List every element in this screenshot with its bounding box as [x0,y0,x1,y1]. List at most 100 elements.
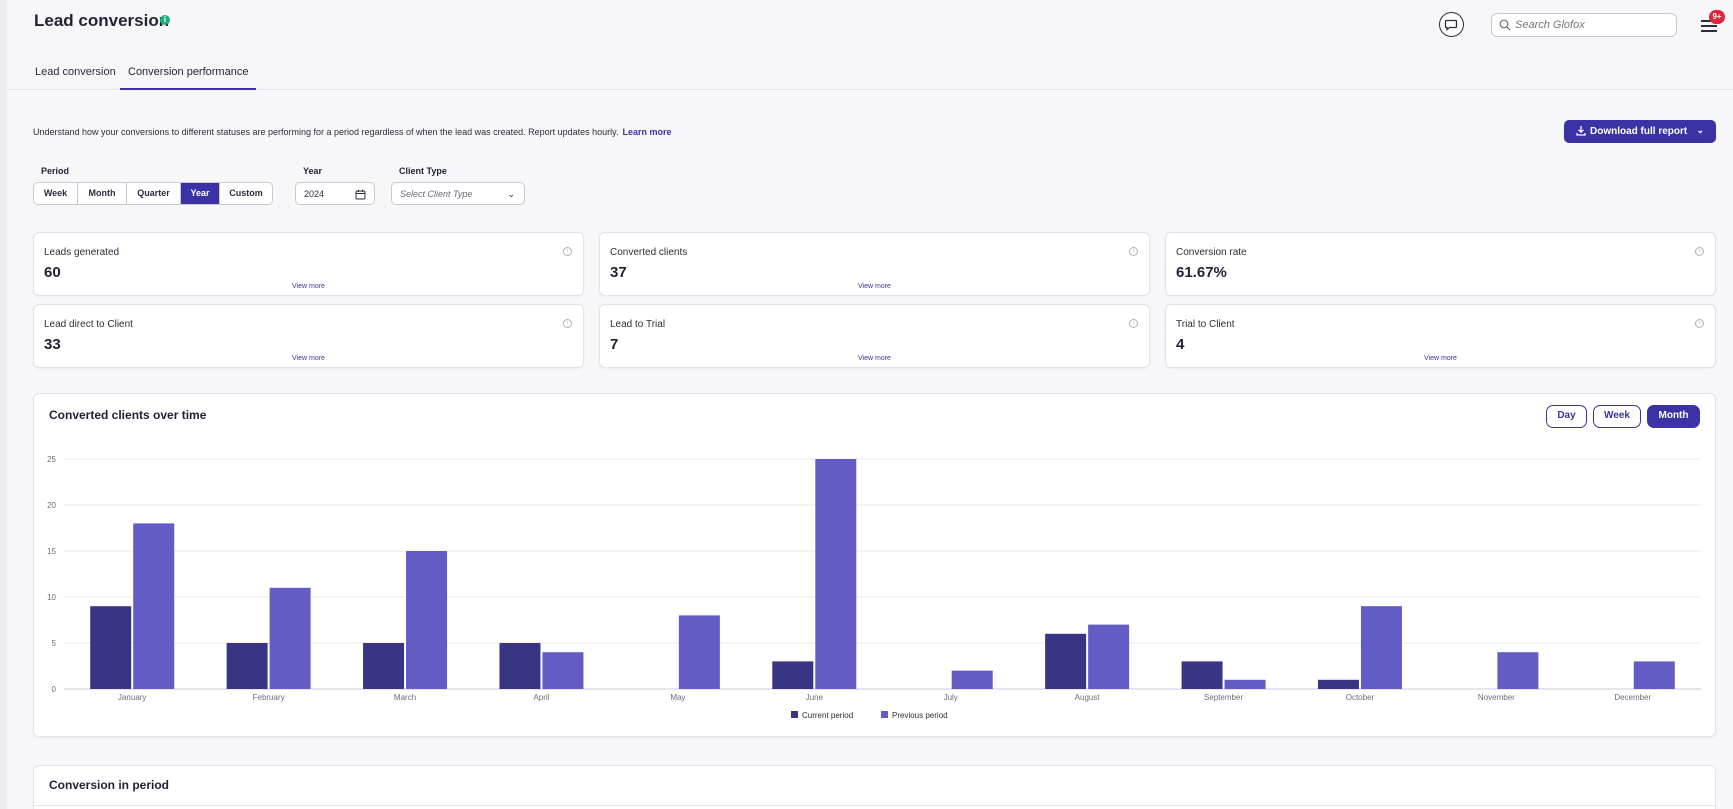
info-icon[interactable]: i [1695,319,1704,328]
x-tick-label: February [253,693,285,702]
kpi-card-leads-generated: Leads generated 60 i View more [33,232,584,296]
kpi-label: Lead to Trial [610,319,666,330]
kpi-card-lead-direct-to-client: Lead direct to Client 33 i View more [33,304,584,368]
info-icon[interactable]: i [563,247,572,256]
x-tick-label: November [1478,693,1515,702]
y-tick-label: 25 [47,455,56,464]
info-icon[interactable]: i [160,15,170,25]
x-tick-label: January [118,693,146,702]
tab-lead-conversion[interactable]: Lead conversion [35,66,116,78]
tab-conversion-performance[interactable]: Conversion performance [120,60,257,90]
period-year-button[interactable]: Year [181,183,220,204]
download-button-label: Download full report [1590,126,1688,137]
bar-previous [1224,679,1266,689]
learn-more-link[interactable]: Learn more [622,127,672,137]
kpi-card-lead-to-trial: Lead to Trial 7 i View more [599,304,1150,368]
kpi-label: Leads generated [44,247,120,258]
y-tick-label: 0 [52,685,57,694]
bar-previous [1497,652,1539,689]
kpi-label: Lead direct to Client [44,319,133,330]
kpi-card-trial-to-client: Trial to Client 4 i View more [1165,304,1716,368]
granularity-day-button[interactable]: Day [1546,405,1587,428]
y-tick-label: 20 [47,501,56,510]
period-month-button[interactable]: Month [78,183,127,204]
bar-previous [678,615,720,689]
converted-clients-chart-card: Converted clients over time Day Week Mon… [33,393,1716,737]
x-tick-label: April [533,693,549,702]
chart-title: Converted clients over time [49,408,207,422]
bar-previous [1360,606,1402,689]
x-tick-label: March [394,693,416,702]
download-report-button[interactable]: Download full report ⌄ [1564,120,1716,143]
bar-previous [1633,661,1675,689]
bar-current [772,661,814,689]
kpi-card-conversion-rate: Conversion rate 61.67% i [1165,232,1716,296]
info-icon[interactable]: i [1129,247,1138,256]
x-tick-label: December [1614,693,1651,702]
kpi-value: 61.67% [1176,264,1227,281]
view-more-link[interactable]: View more [292,283,325,290]
page-title: Lead conversion [34,11,170,30]
client-type-select[interactable]: Select Client Type ⌄ [391,182,525,205]
bar-previous [542,652,584,689]
search-input[interactable] [1515,17,1670,33]
info-icon[interactable]: i [1129,319,1138,328]
legend-swatch [791,711,798,718]
x-tick-label: August [1075,693,1101,702]
granularity-month-button[interactable]: Month [1647,405,1700,428]
kpi-value: 60 [44,264,61,281]
view-more-link[interactable]: View more [858,283,891,290]
x-tick-label: June [806,693,824,702]
client-type-placeholder: Select Client Type [400,189,473,199]
x-tick-label: July [944,693,958,702]
period-week-button[interactable]: Week [34,183,78,204]
view-more-link[interactable]: View more [292,355,325,362]
bar-current [90,606,132,689]
y-tick-label: 10 [47,593,56,602]
x-tick-label: May [670,693,685,702]
legend-swatch [881,711,888,718]
y-tick-label: 15 [47,547,56,556]
bar-current [499,643,541,689]
view-more-link[interactable]: View more [1424,355,1457,362]
year-picker[interactable]: 2024 [295,182,375,205]
legend-label: Previous period [892,711,948,720]
report-description: Understand how your conversions to diffe… [33,127,672,137]
description-text: Understand how your conversions to diffe… [33,127,619,137]
x-tick-label: October [1346,693,1375,702]
bar-chart: 0 5 10 15 20 25 January February March April May Ju… [47,455,1701,720]
bar-previous [133,523,175,689]
view-more-link[interactable]: View more [858,355,891,362]
bar-current [226,643,268,689]
kpi-value: 7 [610,336,619,353]
y-tick-label: 5 [52,639,57,648]
notification-badge: 9+ [1709,10,1725,24]
section-title: Conversion in period [49,778,170,792]
search-box[interactable] [1491,13,1677,37]
period-quarter-button[interactable]: Quarter [127,183,181,204]
info-icon[interactable]: i [563,319,572,328]
period-selector: Week Month Quarter Year Custom [33,182,273,205]
period-label: Period [41,166,70,176]
search-icon [1499,19,1511,31]
kpi-label: Trial to Client [1176,319,1235,330]
left-sidebar-edge [0,0,7,809]
calendar-icon [355,189,366,200]
bar-previous [1088,624,1130,689]
info-icon[interactable]: i [1695,247,1704,256]
granularity-week-button[interactable]: Week [1593,405,1641,428]
year-value: 2024 [304,189,325,199]
hamburger-menu-icon[interactable] [1697,16,1721,36]
kpi-value: 37 [610,264,627,281]
top-bar: Lead conversion i 9+ Lead conversion Con… [7,0,1733,90]
client-type-label: Client Type [399,166,447,176]
chevron-down-icon: ⌄ [507,189,515,199]
kpi-value: 33 [44,336,61,353]
chat-bubble-icon[interactable] [1439,12,1464,37]
conversion-in-period-card: Conversion in period [33,765,1716,809]
kpi-label: Converted clients [610,247,688,258]
bar-previous [269,587,311,689]
bar-current [1317,679,1359,689]
period-custom-button[interactable]: Custom [220,183,272,204]
bar-current [363,643,405,689]
